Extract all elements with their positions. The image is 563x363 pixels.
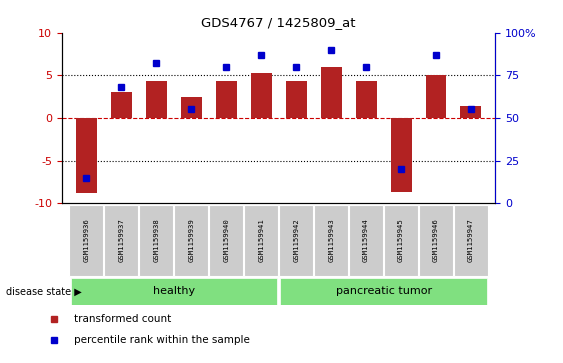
Text: GSM1159938: GSM1159938	[153, 219, 159, 262]
Bar	[384, 205, 418, 276]
Text: GSM1159939: GSM1159939	[188, 219, 194, 262]
Text: GSM1159936: GSM1159936	[83, 219, 90, 262]
Text: percentile rank within the sample: percentile rank within the sample	[74, 335, 250, 346]
Bar	[104, 205, 138, 276]
Bar	[216, 81, 236, 118]
Bar	[146, 81, 167, 118]
Bar	[285, 81, 307, 118]
Text: GSM1159942: GSM1159942	[293, 219, 299, 262]
Text: GSM1159946: GSM1159946	[433, 219, 439, 262]
Bar	[139, 205, 173, 276]
Bar	[419, 205, 453, 276]
Bar	[426, 75, 446, 118]
Bar	[454, 205, 488, 276]
Text: GSM1159947: GSM1159947	[468, 219, 474, 262]
Text: GSM1159943: GSM1159943	[328, 219, 334, 262]
Bar	[71, 278, 277, 305]
Bar	[356, 81, 377, 118]
Bar	[76, 118, 97, 193]
Bar	[349, 205, 383, 276]
Bar	[280, 278, 486, 305]
Bar	[461, 106, 481, 118]
Bar	[321, 67, 342, 118]
Text: GSM1159941: GSM1159941	[258, 219, 264, 262]
Text: GSM1159940: GSM1159940	[224, 219, 229, 262]
Text: GSM1159945: GSM1159945	[398, 219, 404, 262]
Text: transformed count: transformed count	[74, 314, 172, 323]
Bar	[244, 205, 278, 276]
Text: healthy: healthy	[153, 286, 195, 296]
Text: disease state ▶: disease state ▶	[6, 286, 82, 296]
Bar	[209, 205, 243, 276]
Text: pancreatic tumor: pancreatic tumor	[336, 286, 432, 296]
Bar	[111, 93, 132, 118]
Bar	[69, 205, 104, 276]
Bar	[279, 205, 313, 276]
Title: GDS4767 / 1425809_at: GDS4767 / 1425809_at	[202, 16, 356, 29]
Bar	[175, 205, 208, 276]
Text: GSM1159937: GSM1159937	[118, 219, 124, 262]
Text: GSM1159944: GSM1159944	[363, 219, 369, 262]
Bar	[251, 73, 272, 118]
Bar	[314, 205, 348, 276]
Bar	[181, 97, 202, 118]
Bar	[391, 118, 412, 192]
